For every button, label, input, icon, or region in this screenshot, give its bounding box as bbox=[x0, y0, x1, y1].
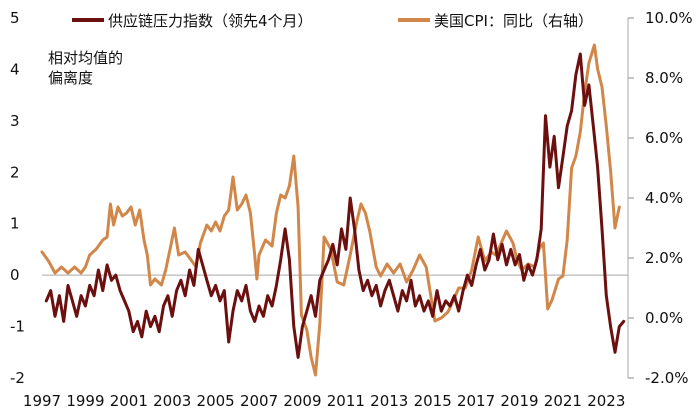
left-tick-label: 1 bbox=[10, 215, 20, 233]
right-tick-label: -2.0% bbox=[645, 369, 689, 387]
left-tick-label: -2 bbox=[10, 369, 25, 387]
right-tick-label: 0.0% bbox=[645, 309, 683, 327]
legend: 供应链压力指数（领先4个月） 美国CPI：同比（右轴） bbox=[72, 12, 593, 30]
legend-label: 美国CPI：同比（右轴） bbox=[434, 12, 593, 30]
left-axis-ticks: 5 4 3 2 1 0 -1 -2 bbox=[10, 9, 25, 387]
left-tick-label: 2 bbox=[10, 163, 20, 181]
series-lines bbox=[40, 43, 626, 377]
x-tick-label: 2015 bbox=[414, 392, 452, 410]
x-tick-label: 2007 bbox=[240, 392, 278, 410]
x-tick-label: 1997 bbox=[23, 392, 61, 410]
annotation-line: 偏离度 bbox=[48, 69, 93, 87]
x-tick-label: 2017 bbox=[457, 392, 495, 410]
left-tick-label: 3 bbox=[10, 112, 20, 130]
x-tick-label: 2023 bbox=[587, 392, 625, 410]
x-tick-label: 2021 bbox=[544, 392, 582, 410]
legend-label: 供应链压力指数（领先4个月） bbox=[108, 12, 313, 30]
left-tick-label: 0 bbox=[10, 266, 20, 284]
x-axis-ticks: 1997 1999 2001 2003 2005 2007 2009 2011 2013 2015… bbox=[23, 392, 625, 410]
axes bbox=[42, 18, 629, 378]
left-tick-label: -1 bbox=[10, 318, 25, 336]
series-line-us-cpi bbox=[40, 43, 621, 377]
x-tick-label: 2005 bbox=[197, 392, 235, 410]
x-tick-label: 2011 bbox=[327, 392, 365, 410]
x-tick-label: 2019 bbox=[500, 392, 538, 410]
right-tick-label: 8.0% bbox=[645, 69, 683, 87]
x-tick-label: 2003 bbox=[153, 392, 191, 410]
left-tick-label: 4 bbox=[10, 60, 20, 78]
right-tick-label: 6.0% bbox=[645, 129, 683, 147]
right-tick-label: 10.0% bbox=[645, 9, 693, 27]
x-tick-label: 1999 bbox=[66, 392, 104, 410]
right-tick-label: 4.0% bbox=[645, 189, 683, 207]
left-tick-label: 5 bbox=[10, 9, 20, 27]
x-tick-label: 2013 bbox=[370, 392, 408, 410]
right-axis-ticks: 10.0% 8.0% 6.0% 4.0% 2.0% 0.0% -2.0% bbox=[628, 9, 693, 387]
series-line-supply-chain-pressure bbox=[44, 52, 626, 359]
x-tick-label: 2009 bbox=[283, 392, 321, 410]
annotation-line: 相对均值的 bbox=[48, 49, 123, 67]
right-tick-label: 2.0% bbox=[645, 249, 683, 267]
x-tick-label: 2001 bbox=[110, 392, 148, 410]
